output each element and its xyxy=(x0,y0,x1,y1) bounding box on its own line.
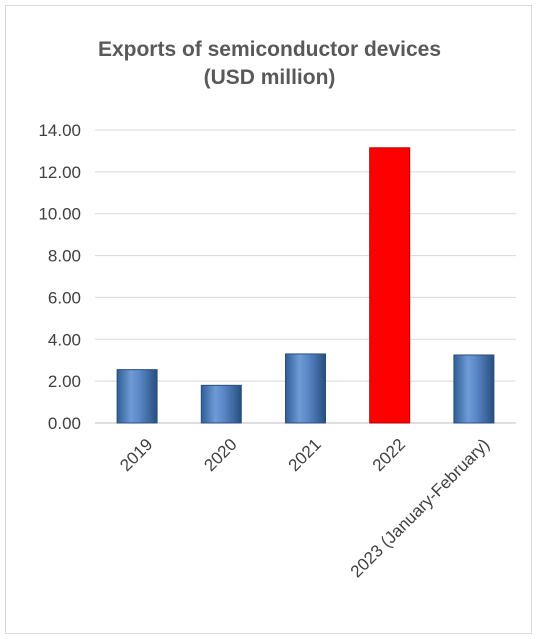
grid-layer xyxy=(95,129,516,424)
y-tick-label: 8.00 xyxy=(48,247,81,266)
x-category-label: 2022 xyxy=(369,435,409,475)
y-tick-label: 4.00 xyxy=(48,330,81,349)
x-category-label: 2020 xyxy=(200,435,240,475)
y-tick-label: 0.00 xyxy=(48,414,81,433)
bar-2020 xyxy=(200,384,242,424)
bar-2023 xyxy=(453,354,495,424)
y-tick-label: 6.00 xyxy=(48,288,81,307)
x-category-label: 2021 xyxy=(285,435,325,475)
x-category-label: 2019 xyxy=(116,435,156,475)
y-tick-label: 14.00 xyxy=(38,121,81,140)
chart-title-line2: (USD million) xyxy=(203,66,336,89)
bars xyxy=(116,147,495,424)
y-tick-label: 12.00 xyxy=(38,163,81,182)
y-tick-label: 2.00 xyxy=(48,372,81,391)
x-category-label: 2023 (January-February) xyxy=(347,435,493,581)
chart-title: Exports of semiconductor devices (USD mi… xyxy=(0,36,539,92)
bar-2019 xyxy=(116,369,158,424)
y-tick-label: 10.00 xyxy=(38,205,81,224)
chart-frame xyxy=(5,5,532,634)
bar-2021 xyxy=(285,353,326,424)
bar-2022 xyxy=(369,147,411,424)
chart-title-line1: Exports of semiconductor devices xyxy=(97,38,442,61)
y-axis-ticks: 0.00 2.00 4.00 6.00 8.00 10.00 12.00 14.00 xyxy=(38,121,81,433)
